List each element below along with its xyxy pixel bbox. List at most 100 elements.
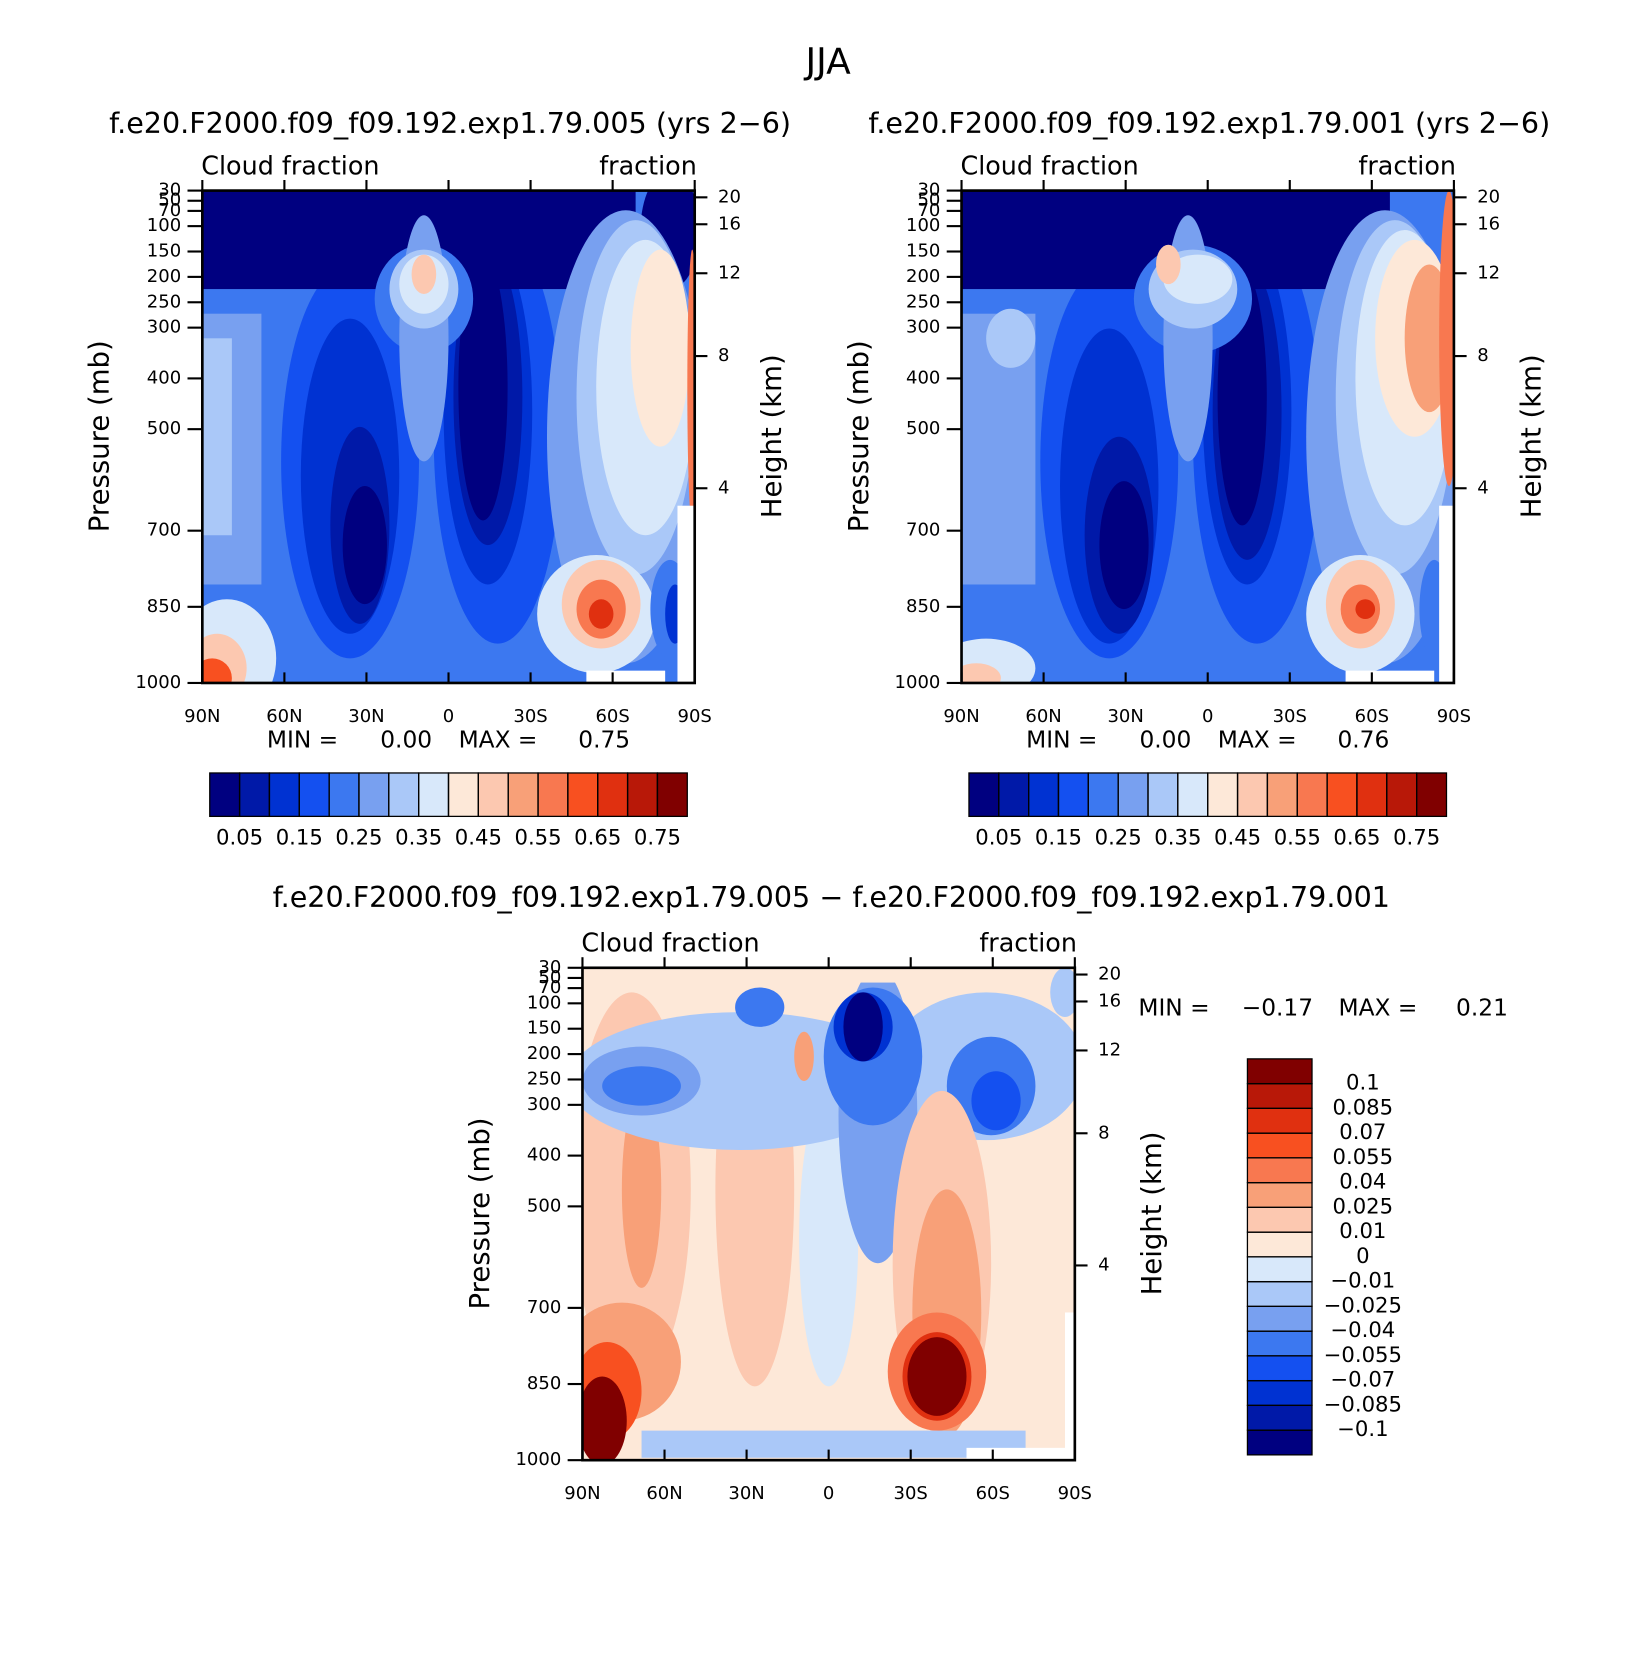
stat-label: MAX = xyxy=(1338,995,1417,1022)
colorbar-box xyxy=(1246,1058,1313,1085)
y-tick-label: 30 xyxy=(538,957,561,978)
colorbar-label: −0.07 xyxy=(1330,1367,1395,1392)
y-tick-label: 700 xyxy=(147,520,181,541)
colorbar-label: 0.025 xyxy=(1333,1193,1394,1218)
left-label: Cloud fraction xyxy=(581,928,759,958)
colorbar-box xyxy=(1246,1330,1313,1357)
y-tick-label: 850 xyxy=(906,596,940,617)
left-label: Cloud fraction xyxy=(960,150,1138,180)
contour-region xyxy=(586,670,666,683)
x-tick-label: 60S xyxy=(976,1483,1010,1504)
y-tick-label: 1000 xyxy=(135,672,181,693)
colorbar-box xyxy=(1356,772,1388,818)
stat-label: MIN = xyxy=(267,727,338,754)
y-tick-label: 850 xyxy=(147,596,181,617)
colorbar-box xyxy=(1416,772,1448,818)
colorbar-label: 0.055 xyxy=(1333,1144,1394,1169)
x-tick-label: 30S xyxy=(1273,706,1307,727)
colorbar-box xyxy=(1147,772,1179,818)
contour-region xyxy=(411,254,437,294)
colorbar-label: 0.05 xyxy=(975,825,1022,850)
y2-tick-label: 4 xyxy=(1098,1254,1109,1275)
stat-value: 0.75 xyxy=(578,727,630,754)
y-tick-label: 1000 xyxy=(895,672,941,693)
colorbar-label: −0.01 xyxy=(1330,1268,1395,1293)
colorbar-box xyxy=(1246,1404,1313,1431)
y2-tick-label: 20 xyxy=(718,186,741,207)
y2-tick-label: 16 xyxy=(718,213,741,234)
y-tick-label: 250 xyxy=(906,291,940,312)
colorbar-label: −0.1 xyxy=(1337,1416,1388,1441)
colorbar-label: 0.1 xyxy=(1346,1070,1380,1095)
colorbar-box xyxy=(1296,772,1328,818)
colorbar-box xyxy=(238,772,271,818)
contour-panel: f.e20.F2000.f09_f09.192.exp1.79.001 (yrs… xyxy=(843,106,1550,850)
right-label: fraction xyxy=(1358,150,1456,180)
stat-label: MIN = xyxy=(1138,995,1209,1022)
colorbar-label: −0.04 xyxy=(1330,1317,1395,1342)
contour-region xyxy=(588,599,614,629)
stat-value: −0.17 xyxy=(1242,995,1313,1022)
contour-region xyxy=(202,338,232,536)
y2-tick-label: 8 xyxy=(718,345,729,366)
colorbar-label: 0.75 xyxy=(634,825,681,850)
contour-region xyxy=(1050,967,1075,1018)
y-tick-label: 400 xyxy=(906,367,940,388)
y-tick-label: 70 xyxy=(158,200,181,221)
colorbar-label: 0.15 xyxy=(276,825,323,850)
contour-region xyxy=(582,1376,627,1461)
y-tick-label: 150 xyxy=(906,241,940,262)
colorbar-box xyxy=(968,772,1000,818)
colorbar-label: 0.15 xyxy=(1035,825,1082,850)
colorbar-label: 0.35 xyxy=(395,825,442,850)
stat-label: MIN = xyxy=(1026,727,1097,754)
y-tick-label: 250 xyxy=(527,1068,561,1089)
colorbar-label: −0.025 xyxy=(1324,1292,1402,1317)
panel-title: f.e20.F2000.f09_f09.192.exp1.79.001 (yrs… xyxy=(868,106,1550,140)
colorbar-box xyxy=(1386,772,1418,818)
x-tick-label: 90N xyxy=(564,1483,600,1504)
colorbar-box xyxy=(597,772,629,818)
contour-region xyxy=(687,249,695,526)
contour-region xyxy=(843,992,883,1062)
colorbar-label: −0.085 xyxy=(1324,1391,1402,1416)
colorbar-box xyxy=(1177,772,1209,818)
x-tick-label: 60N xyxy=(1025,706,1061,727)
stat-value: 0.21 xyxy=(1456,995,1508,1022)
colorbar-label: 0.65 xyxy=(574,825,621,850)
contour-region xyxy=(342,486,387,605)
y-tick-label: 500 xyxy=(527,1195,561,1216)
colorbar-label: 0.45 xyxy=(1214,825,1261,850)
y-tick-label: 30 xyxy=(158,180,181,201)
colorbar-label: 0.55 xyxy=(1274,825,1321,850)
colorbar-box xyxy=(1117,772,1149,818)
y-tick-label: 100 xyxy=(147,215,181,236)
x-tick-label: 60N xyxy=(266,706,302,727)
stat-label: MAX = xyxy=(459,727,538,754)
colorbar-label: 0.35 xyxy=(1154,825,1201,850)
y-tick-label: 400 xyxy=(147,367,181,388)
y2-tick-label: 4 xyxy=(1477,477,1488,498)
y2-tick-label: 20 xyxy=(1098,964,1121,985)
stat-label: MAX = xyxy=(1218,727,1297,754)
colorbar-label: −0.055 xyxy=(1324,1342,1402,1367)
contour-region xyxy=(602,1066,681,1106)
colorbar-box xyxy=(537,772,569,818)
y2-tick-label: 12 xyxy=(1098,1039,1121,1060)
x-tick-label: 30S xyxy=(894,1483,928,1504)
colorbar-box xyxy=(1246,1355,1313,1382)
y-tick-label: 700 xyxy=(906,520,940,541)
colorbar-box xyxy=(209,772,241,818)
contour-field xyxy=(202,190,695,683)
colorbar-label: 0.05 xyxy=(216,825,263,850)
colorbar-box xyxy=(298,772,330,818)
y-tick-label: 200 xyxy=(527,1043,561,1064)
panel-title: f.e20.F2000.f09_f09.192.exp1.79.005 − f.… xyxy=(273,880,1390,914)
contour-panel: f.e20.F2000.f09_f09.192.exp1.79.005 (yrs… xyxy=(84,106,791,850)
colorbar-box xyxy=(1057,772,1089,818)
x-tick-label: 30N xyxy=(348,706,384,727)
contour-region xyxy=(966,1447,1065,1461)
colorbar-box xyxy=(1246,1206,1313,1233)
x-tick-label: 60S xyxy=(595,706,629,727)
